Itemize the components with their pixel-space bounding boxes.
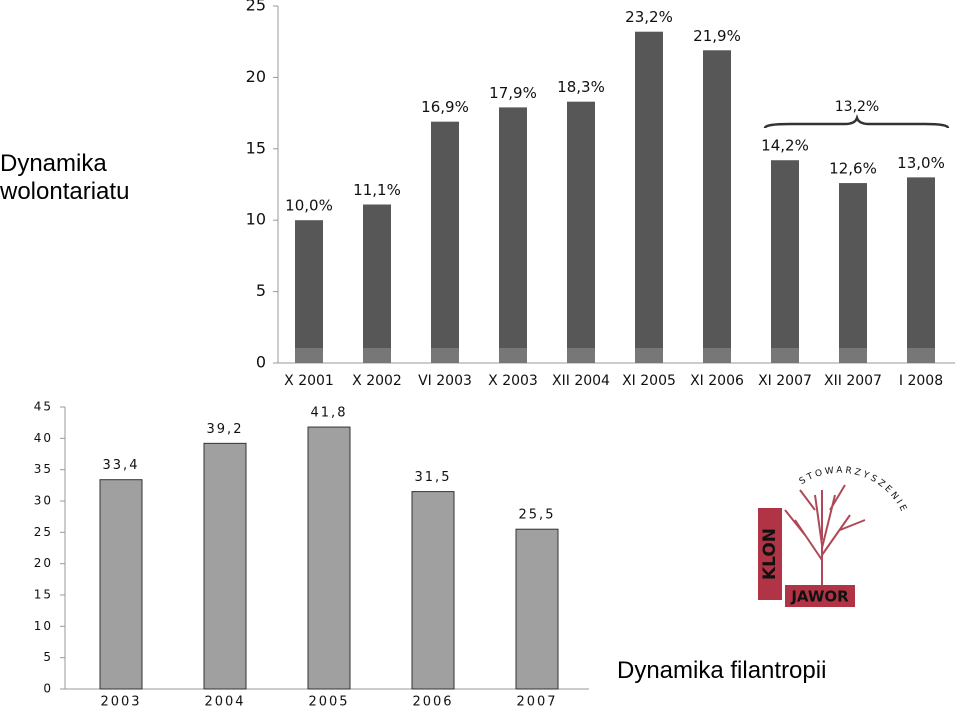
y-tick-label: 5: [43, 650, 53, 664]
y-tick-label: 45: [34, 400, 53, 414]
bar: [411, 491, 455, 690]
value-label: 18,3%: [557, 78, 605, 96]
bar-base: [839, 348, 867, 363]
logo-bottom: JAWOR: [790, 588, 849, 606]
value-label: 12,6%: [829, 160, 877, 178]
bar-base: [363, 348, 391, 363]
y-tick-label: 15: [34, 588, 53, 602]
y-tick-label: 15: [246, 138, 266, 157]
value-label: 25,5: [519, 508, 556, 523]
bar: [703, 50, 731, 363]
bar: [307, 426, 351, 690]
y-tick-label: 5: [256, 281, 266, 300]
x-tick-label: 2005: [308, 695, 349, 707]
value-label: 16,9%: [421, 98, 469, 116]
x-tick-label: 2007: [516, 695, 557, 707]
annotation: 13,2%: [835, 99, 879, 115]
chart-title: Dynamika wolontariatu: [0, 150, 130, 205]
x-tick-label: VI 2003: [418, 373, 472, 389]
value-label: 11,1%: [353, 181, 401, 199]
value-label: 13,0%: [897, 154, 945, 172]
bar-base: [907, 348, 935, 363]
y-tick-label: 0: [43, 682, 53, 696]
y-tick-label: 25: [246, 0, 266, 15]
x-tick-label: XII 2004: [552, 373, 610, 389]
x-tick-label: X 2003: [488, 373, 538, 389]
x-tick-label: XI 2006: [690, 373, 744, 389]
x-tick-label: XII 2007: [824, 373, 882, 389]
bar: [431, 121, 459, 363]
x-tick-label: 2003: [100, 695, 141, 707]
value-label: 21,9%: [693, 27, 741, 45]
x-tick-label: I 2008: [899, 373, 943, 389]
x-tick-label: X 2001: [284, 373, 334, 389]
value-label: 33,4: [103, 458, 140, 473]
bar: [635, 31, 663, 363]
y-tick-label: 10: [34, 619, 53, 633]
value-label: 10,0%: [285, 197, 333, 215]
x-tick-label: X 2002: [352, 373, 402, 389]
y-tick-label: 10: [246, 210, 266, 229]
value-label: 17,9%: [489, 84, 537, 102]
value-label: 31,5: [415, 470, 452, 485]
bar-base: [499, 348, 527, 363]
x-tick-label: 2004: [204, 695, 245, 707]
bar: [771, 160, 799, 363]
y-tick-label: 30: [34, 494, 53, 508]
bar-base: [635, 348, 663, 363]
chart-title: Dynamika filantropii: [617, 657, 827, 684]
y-tick-label: 0: [256, 353, 266, 372]
x-tick-label: 2006: [412, 695, 453, 707]
bar: [203, 442, 247, 690]
y-tick-label: 40: [34, 431, 53, 445]
bar-base: [703, 348, 731, 363]
bar: [295, 220, 323, 363]
bar: [515, 528, 559, 690]
bar: [363, 204, 391, 363]
y-tick-label: 25: [34, 525, 53, 539]
logo: KLON JAWOR STOWARZYSZENIE: [758, 465, 907, 607]
bar-base: [295, 348, 323, 363]
y-tick-label: 35: [34, 462, 53, 476]
value-label: 23,2%: [625, 8, 673, 26]
value-label: 41,8: [311, 406, 348, 421]
bar: [99, 479, 143, 690]
logo-side: KLON: [760, 528, 780, 580]
bar: [839, 183, 867, 363]
x-tick-label: XI 2005: [622, 373, 676, 389]
bar-base: [431, 348, 459, 363]
bar: [567, 101, 595, 364]
x-tick-label: XI 2007: [758, 373, 812, 389]
value-label: 14,2%: [761, 137, 809, 155]
y-tick-label: 20: [34, 556, 53, 570]
bar: [907, 177, 935, 363]
bar-base: [771, 348, 799, 363]
bar-base: [567, 348, 595, 363]
bar: [499, 107, 527, 363]
value-label: 39,2: [207, 422, 244, 437]
y-tick-label: 20: [246, 67, 266, 86]
brace: [763, 114, 950, 129]
